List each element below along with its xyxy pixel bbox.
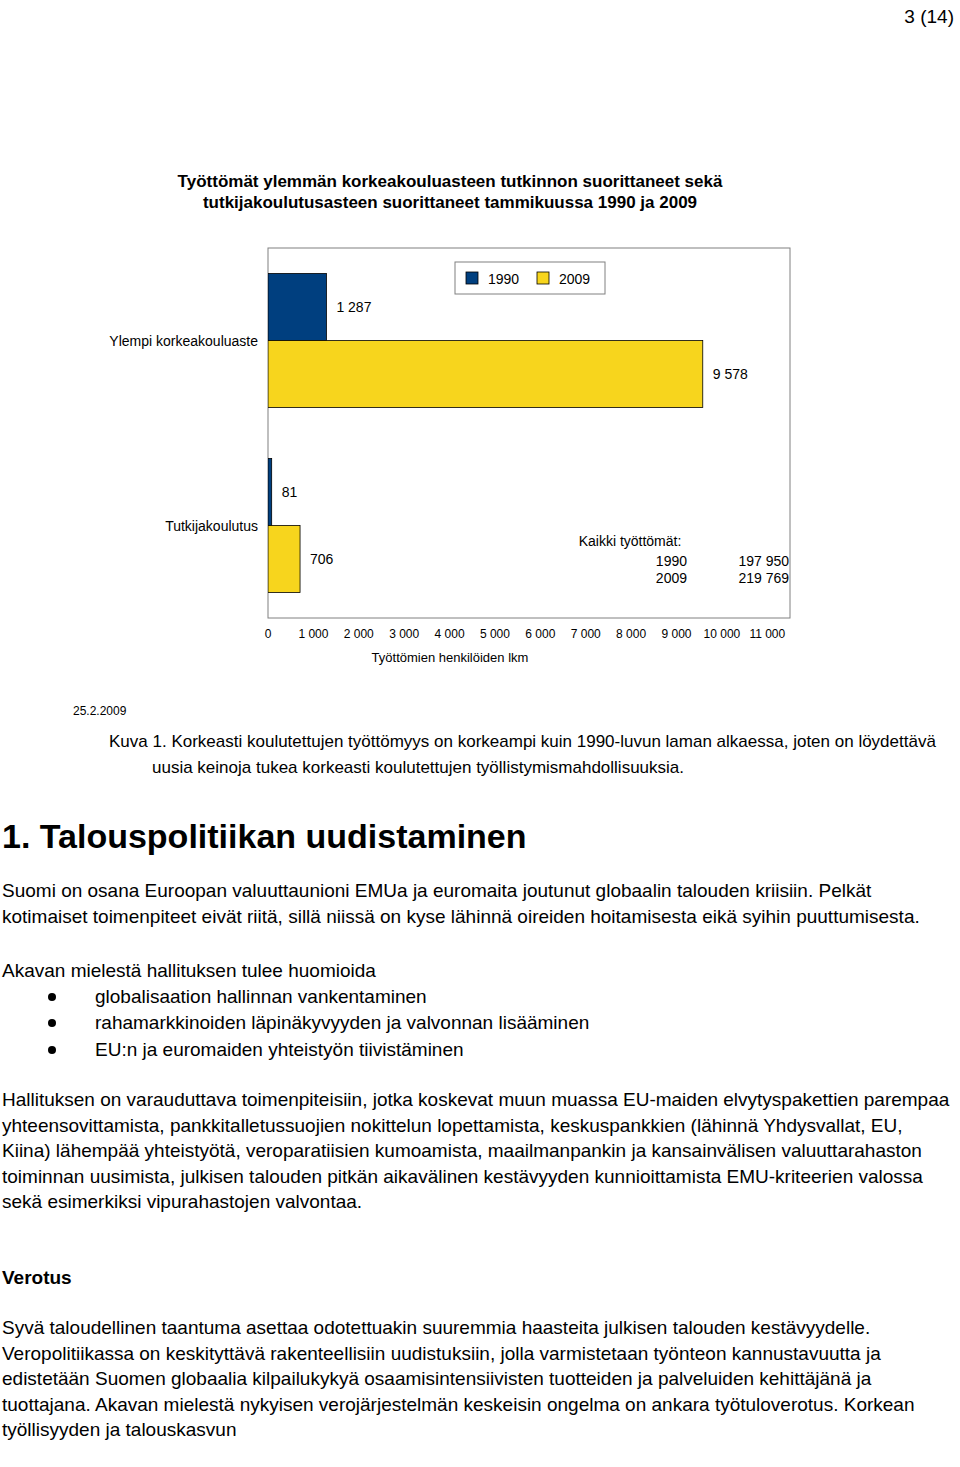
page: {"page_number": "3 (14)", "chart_data": …: [0, 0, 960, 1467]
legend-box: [455, 262, 605, 294]
caption-label: Kuva 1.: [109, 732, 167, 751]
legend-swatch: [537, 272, 549, 284]
bullet-item: globalisaation hallinnan vankentaminen: [95, 984, 954, 1011]
annotation-title: Kaikki työttömät:: [579, 533, 682, 549]
body-text: 1. Talouspolitiikan uudistaminen Suomi on…: [2, 816, 954, 1443]
legend-swatch: [466, 272, 478, 284]
bullet-list: globalisaation hallinnan vankentaminenra…: [2, 984, 954, 1064]
x-tick-label: 0: [265, 627, 272, 641]
labels: Ylempi korkeakouluaste 1 287 9 578 Tutkijak…: [109, 299, 748, 567]
category-label: Ylempi korkeakouluaste: [109, 333, 258, 349]
data-label: 1 287: [336, 299, 371, 315]
section-heading: Verotus: [2, 1265, 954, 1291]
x-axis-label: Työttömien henkilöiden lkm: [372, 650, 529, 665]
bars: [268, 274, 703, 593]
caption-text: Korkeasti koulutettujen työttömyys on ko…: [152, 732, 936, 777]
annotation-year: 1990: [656, 553, 687, 569]
x-tick-label: 1 000: [298, 627, 328, 641]
x-tick-label: 11 000: [749, 627, 785, 641]
x-tick-label: 4 000: [435, 627, 465, 641]
x-tick-label: 8 000: [616, 627, 646, 641]
chart: Työttömät ylemmän korkeakouluasteen tutk…: [0, 0, 960, 700]
data-label: 81: [282, 484, 298, 500]
page-number: 3 (14): [904, 6, 954, 28]
date: 25.2.2009: [73, 704, 126, 718]
bullet-item: rahamarkkinoiden läpinäkyvyyden ja valvo…: [95, 1010, 954, 1037]
x-tick-label: 3 000: [389, 627, 419, 641]
plot-frame: [268, 248, 790, 618]
category-label: Tutkijakoulutus: [165, 518, 258, 534]
x-tick-label: 10 000: [704, 627, 741, 641]
chart-title: Työttömät ylemmän korkeakouluasteen tutk…: [178, 172, 723, 212]
legend: 1990 2009: [455, 262, 605, 294]
bar: [268, 341, 703, 408]
legend-label: 1990: [488, 271, 519, 287]
paragraph: Hallituksen on varauduttava toimenpiteis…: [2, 1087, 954, 1215]
legend-label: 2009: [559, 271, 590, 287]
annotation-value: 219 769: [738, 570, 789, 586]
x-tick-label: 7 000: [571, 627, 601, 641]
paragraph: Suomi on osana Euroopan valuuttaunioni E…: [2, 878, 954, 929]
annotation-year: 2009: [656, 570, 687, 586]
x-tick-label: 9 000: [662, 627, 692, 641]
annotation: Kaikki työttömät: 1990 197 950 2009 219 769: [579, 533, 790, 586]
data-label: 9 578: [713, 366, 748, 382]
data-label: 706: [310, 551, 334, 567]
title-line: tutkijakoulutusasteen suorittaneet tammi…: [203, 193, 697, 212]
title-line: Työttömät ylemmän korkeakouluasteen tutk…: [178, 172, 723, 191]
bullet-item: EU:n ja euromaiden yhteistyön tiivistämi…: [95, 1037, 954, 1064]
annotation-value: 197 950: [738, 553, 789, 569]
x-tick-label: 6 000: [525, 627, 555, 641]
x-tick-label: 5 000: [480, 627, 510, 641]
section-heading: 1. Talouspolitiikan uudistaminen: [2, 816, 954, 856]
paragraph: Syvä taloudellinen taantuma asettaa odot…: [2, 1315, 954, 1443]
bar: [268, 526, 300, 593]
caption: Kuva 1. Korkeasti koulutettujen työttömy…: [109, 729, 954, 781]
paragraph: Akavan mielestä hallituksen tulee huomio…: [2, 958, 954, 984]
bar: [268, 274, 326, 341]
x-tick-label: 2 000: [344, 627, 374, 641]
bar: [268, 459, 272, 526]
